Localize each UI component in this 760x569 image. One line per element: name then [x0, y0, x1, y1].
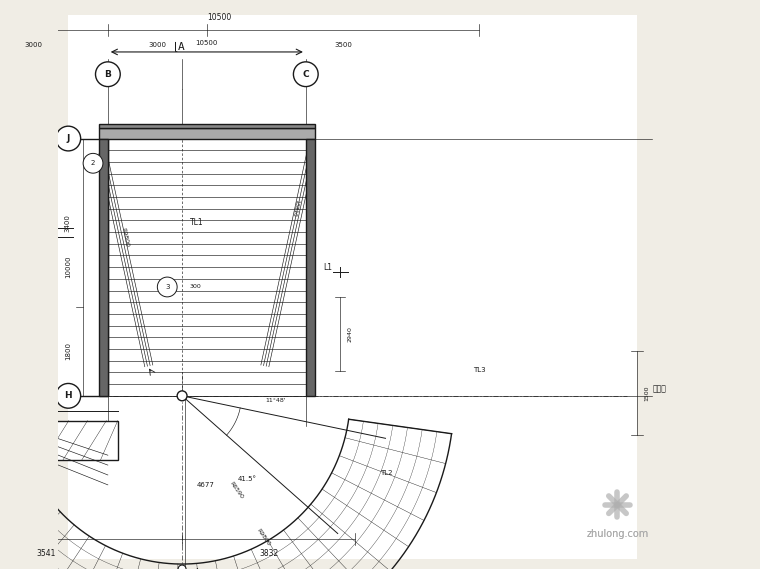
Text: 10500: 10500	[207, 13, 231, 22]
Circle shape	[96, 62, 120, 86]
Circle shape	[178, 565, 186, 569]
Text: J: J	[67, 134, 70, 143]
Text: TL3: TL3	[473, 368, 486, 373]
Bar	[0, 420, 118, 460]
Bar	[99, 127, 315, 138]
Text: 13810: 13810	[291, 199, 299, 217]
Text: 1500: 1500	[644, 386, 650, 401]
Text: 41.5°: 41.5°	[238, 476, 257, 483]
Circle shape	[56, 384, 81, 408]
Text: zhulong.com: zhulong.com	[587, 529, 648, 539]
Bar	[99, 138, 108, 396]
Bar	[306, 138, 315, 396]
Text: 3541: 3541	[36, 549, 55, 558]
Text: 放坡线: 放坡线	[652, 384, 666, 393]
Bar	[0, 138, 108, 396]
Text: 3000: 3000	[148, 42, 166, 48]
Text: 2: 2	[91, 160, 95, 166]
Text: 300: 300	[189, 284, 201, 290]
Text: $\lfloor$A: $\lfloor$A	[173, 40, 186, 54]
Circle shape	[56, 126, 81, 151]
Text: C: C	[302, 70, 309, 79]
Circle shape	[157, 277, 177, 297]
Text: 3: 3	[165, 284, 169, 290]
Text: 3500: 3500	[334, 42, 352, 48]
Text: TL2: TL2	[380, 471, 392, 476]
Text: TL1: TL1	[189, 218, 203, 227]
Text: 3000: 3000	[24, 42, 43, 48]
Circle shape	[177, 391, 187, 401]
Text: 13510: 13510	[303, 218, 312, 237]
Text: R6590: R6590	[229, 481, 245, 500]
Circle shape	[293, 62, 318, 86]
Text: 3400: 3400	[65, 214, 71, 232]
Text: B: B	[104, 70, 111, 79]
Text: L1: L1	[323, 263, 332, 271]
Text: zhulong.com: zhulong.com	[587, 529, 648, 539]
Text: 10000: 10000	[65, 256, 71, 278]
Text: 4677: 4677	[197, 482, 215, 488]
Text: 1800: 1800	[65, 343, 71, 360]
Text: R9800: R9800	[256, 527, 271, 547]
Text: R9800: R9800	[121, 227, 130, 248]
Circle shape	[83, 154, 103, 173]
Text: H: H	[65, 391, 72, 401]
Bar	[68, 15, 638, 559]
Text: 2940: 2940	[348, 326, 353, 342]
Text: 3832: 3832	[259, 549, 278, 558]
Text: 11°48': 11°48'	[266, 398, 287, 403]
Text: 10500: 10500	[195, 40, 218, 46]
Bar	[99, 123, 315, 127]
